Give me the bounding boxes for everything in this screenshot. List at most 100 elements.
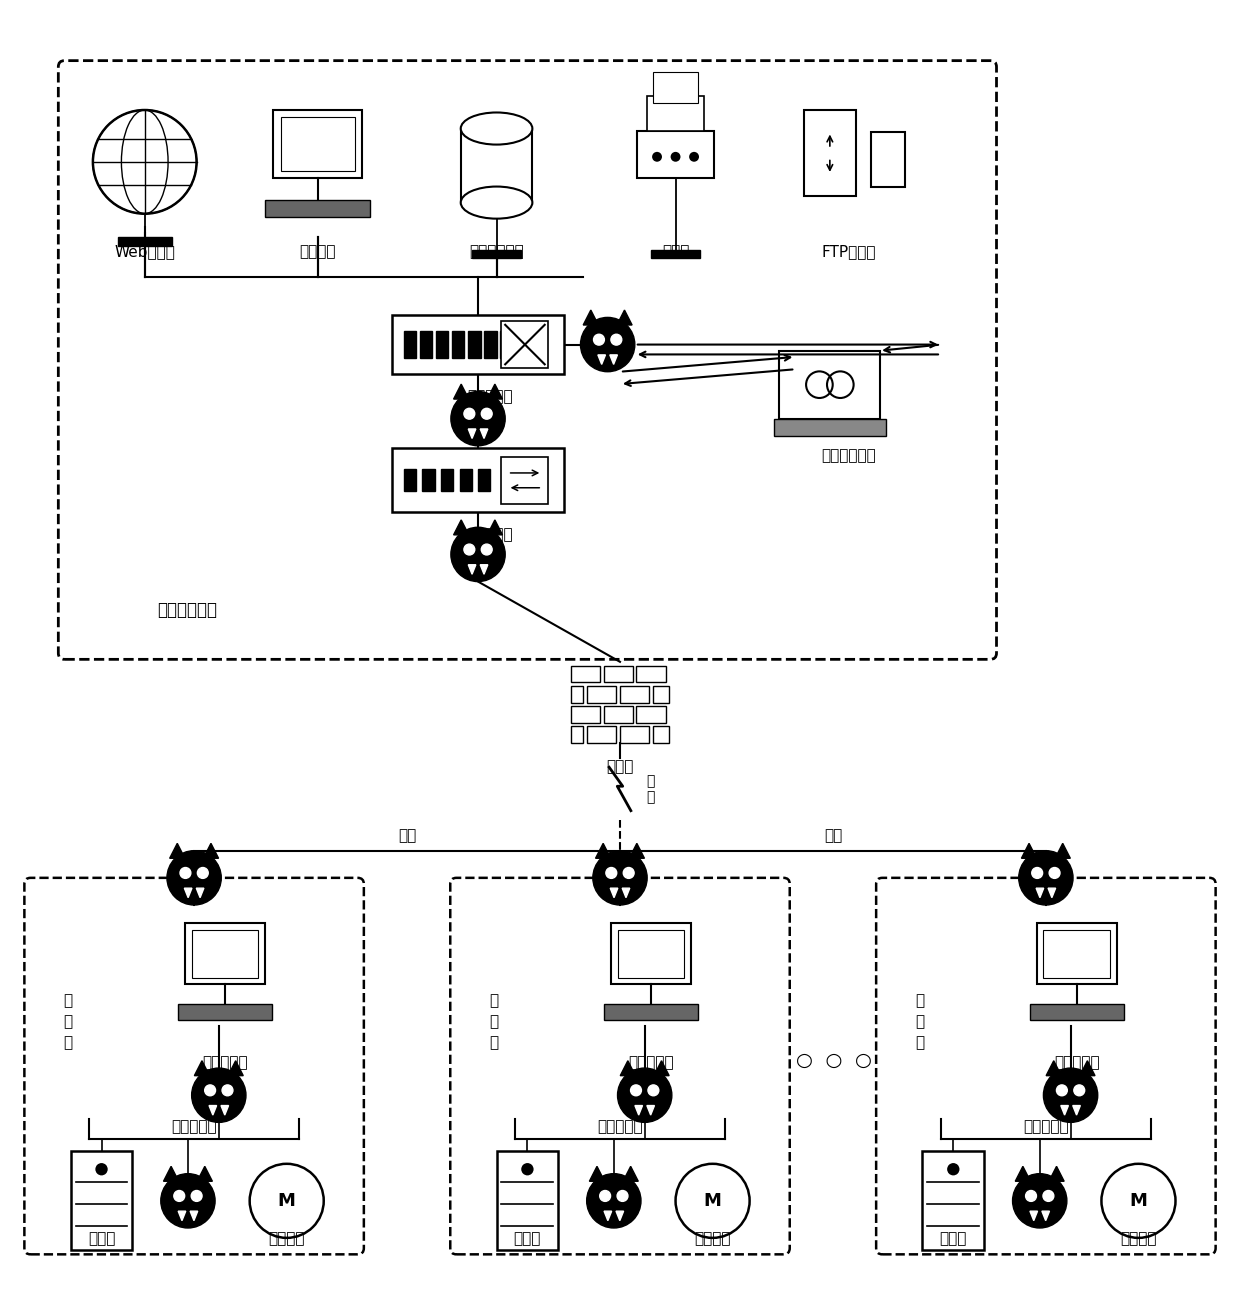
Text: 伺服电机: 伺服电机 (694, 1231, 730, 1246)
Bar (647, 97, 704, 131)
Bar (496, 1152, 558, 1250)
Text: M: M (278, 1192, 295, 1210)
Polygon shape (196, 888, 203, 898)
Bar (653, 71, 698, 102)
Text: 外来接入设备: 外来接入设备 (821, 448, 875, 463)
Text: FTP服务器: FTP服务器 (821, 245, 875, 260)
Bar (392, 448, 564, 512)
Bar (280, 118, 355, 171)
Text: M: M (1130, 1192, 1147, 1210)
Text: 本地工作站: 本地工作站 (202, 1055, 248, 1070)
Bar (404, 331, 417, 358)
Bar (265, 201, 370, 217)
Polygon shape (1080, 1061, 1095, 1075)
Circle shape (618, 1068, 672, 1122)
Text: 子
节
点: 子 节 点 (915, 994, 924, 1051)
Bar (637, 131, 714, 177)
Polygon shape (164, 1166, 179, 1181)
Polygon shape (622, 1166, 639, 1181)
Polygon shape (228, 1061, 243, 1075)
Bar (870, 132, 905, 188)
Polygon shape (480, 564, 487, 575)
Circle shape (191, 1190, 202, 1201)
Circle shape (580, 317, 635, 371)
Bar (636, 707, 666, 722)
Polygon shape (454, 384, 469, 399)
Polygon shape (190, 1211, 197, 1220)
Text: 伺服器: 伺服器 (88, 1231, 115, 1246)
Bar (804, 110, 856, 197)
Circle shape (464, 409, 475, 419)
Bar (453, 331, 465, 358)
Text: 本地工作站: 本地工作站 (1054, 1055, 1100, 1070)
Circle shape (1013, 1174, 1066, 1228)
Polygon shape (653, 1061, 670, 1075)
Bar (420, 331, 433, 358)
Text: 光纤: 光纤 (823, 828, 842, 844)
Text: 工业以太网: 工业以太网 (1023, 1119, 1069, 1134)
Text: 伺服器: 伺服器 (513, 1231, 541, 1246)
Circle shape (205, 1084, 216, 1096)
Text: 核心路由器: 核心路由器 (467, 527, 513, 542)
Circle shape (249, 1163, 324, 1238)
Polygon shape (1030, 1211, 1038, 1220)
Polygon shape (583, 311, 599, 325)
Text: 光纤: 光纤 (398, 828, 417, 844)
Circle shape (1056, 1084, 1068, 1096)
Bar (404, 470, 417, 492)
Bar (469, 331, 481, 358)
Circle shape (1101, 1163, 1176, 1238)
Polygon shape (610, 355, 618, 365)
Polygon shape (454, 520, 469, 534)
Circle shape (671, 151, 681, 162)
Circle shape (593, 850, 647, 905)
Circle shape (606, 867, 616, 879)
Circle shape (1025, 1190, 1037, 1201)
Polygon shape (1049, 1166, 1064, 1181)
Text: 数据库服务器: 数据库服务器 (469, 245, 525, 260)
Circle shape (167, 850, 221, 905)
Bar (604, 707, 632, 722)
Circle shape (451, 527, 505, 581)
Bar (779, 351, 880, 419)
Polygon shape (197, 1166, 212, 1181)
Bar (618, 930, 684, 977)
Text: 防火墙: 防火墙 (606, 760, 634, 774)
Ellipse shape (461, 186, 532, 219)
Bar (651, 250, 701, 258)
Circle shape (947, 1163, 960, 1175)
Bar (185, 923, 265, 985)
Bar (192, 930, 258, 977)
Text: 伺服电机: 伺服电机 (1120, 1231, 1157, 1246)
Polygon shape (622, 888, 630, 898)
Text: 伺服电机: 伺服电机 (268, 1231, 305, 1246)
Bar (604, 1004, 698, 1020)
Text: Web服务器: Web服务器 (114, 245, 175, 260)
Polygon shape (604, 1211, 611, 1220)
Circle shape (689, 151, 699, 162)
Polygon shape (635, 1105, 642, 1115)
Circle shape (174, 1190, 185, 1201)
Text: 工业以太网: 工业以太网 (598, 1119, 642, 1134)
Polygon shape (1022, 844, 1037, 858)
Circle shape (1049, 867, 1060, 879)
Bar (484, 331, 496, 358)
Text: 打印机: 打印机 (662, 245, 689, 260)
Circle shape (611, 334, 621, 345)
Polygon shape (647, 1105, 655, 1115)
Bar (620, 726, 650, 743)
Circle shape (594, 334, 604, 345)
Text: 工程师站: 工程师站 (299, 245, 336, 260)
Bar (570, 686, 583, 703)
Circle shape (222, 1084, 233, 1096)
Circle shape (618, 1190, 627, 1201)
Polygon shape (629, 844, 645, 858)
Circle shape (464, 543, 475, 555)
Polygon shape (610, 888, 618, 898)
Polygon shape (469, 428, 476, 439)
Bar (461, 128, 532, 203)
Bar (570, 666, 600, 682)
Text: 调度控制中心: 调度控制中心 (157, 600, 217, 619)
Circle shape (481, 409, 492, 419)
Text: ○  ○  ○: ○ ○ ○ (796, 1051, 872, 1070)
